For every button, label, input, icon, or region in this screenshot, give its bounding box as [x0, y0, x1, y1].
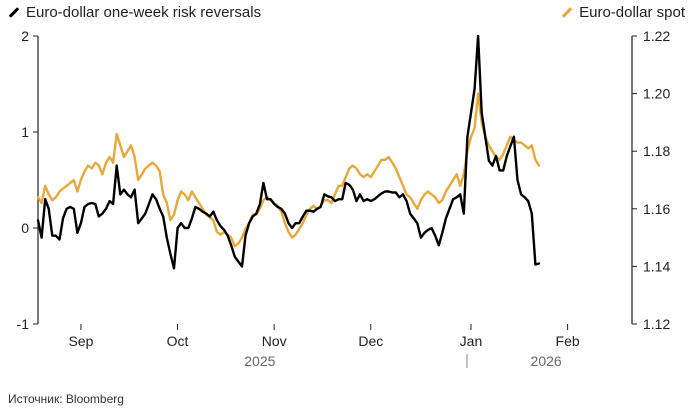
legend-risk-reversals: Euro-dollar one-week risk reversals: [8, 4, 261, 21]
y-left-tick-label: -1: [17, 316, 30, 332]
series-line-spot: [36, 92, 541, 248]
y-right-tick-label: 1.14: [643, 258, 670, 274]
series-line-risk-reversals: [36, 34, 541, 270]
y-right-tick-label: 1.20: [643, 86, 670, 102]
y-left-tick-label: 1: [21, 124, 29, 140]
x-tick-label: Dec: [358, 333, 383, 349]
x-tick-label: Oct: [167, 333, 189, 349]
source-note: Источник: Bloomberg: [8, 392, 124, 406]
x-tick-label: Jan: [460, 333, 483, 349]
y-right-tick-label: 1.22: [643, 28, 670, 44]
y-right-tick-label: 1.16: [643, 201, 670, 217]
legend-label-risk-reversals: Euro-dollar one-week risk reversals: [26, 4, 262, 21]
y-right-tick-label: 1.12: [643, 316, 670, 332]
y-left-tick-label: 2: [21, 28, 29, 44]
x-tick-label: Sep: [68, 333, 93, 349]
year-label: 2025: [244, 353, 275, 369]
year-label: 2026: [531, 353, 562, 369]
y-right-tick-label: 1.18: [643, 143, 670, 159]
x-tick-label: Feb: [556, 333, 580, 349]
legend-label-spot: Euro-dollar spot: [579, 4, 685, 21]
y-left-tick-label: 0: [21, 220, 29, 236]
legend-spot: Euro-dollar spot: [561, 4, 685, 21]
x-tick-label: Nov: [262, 333, 287, 349]
